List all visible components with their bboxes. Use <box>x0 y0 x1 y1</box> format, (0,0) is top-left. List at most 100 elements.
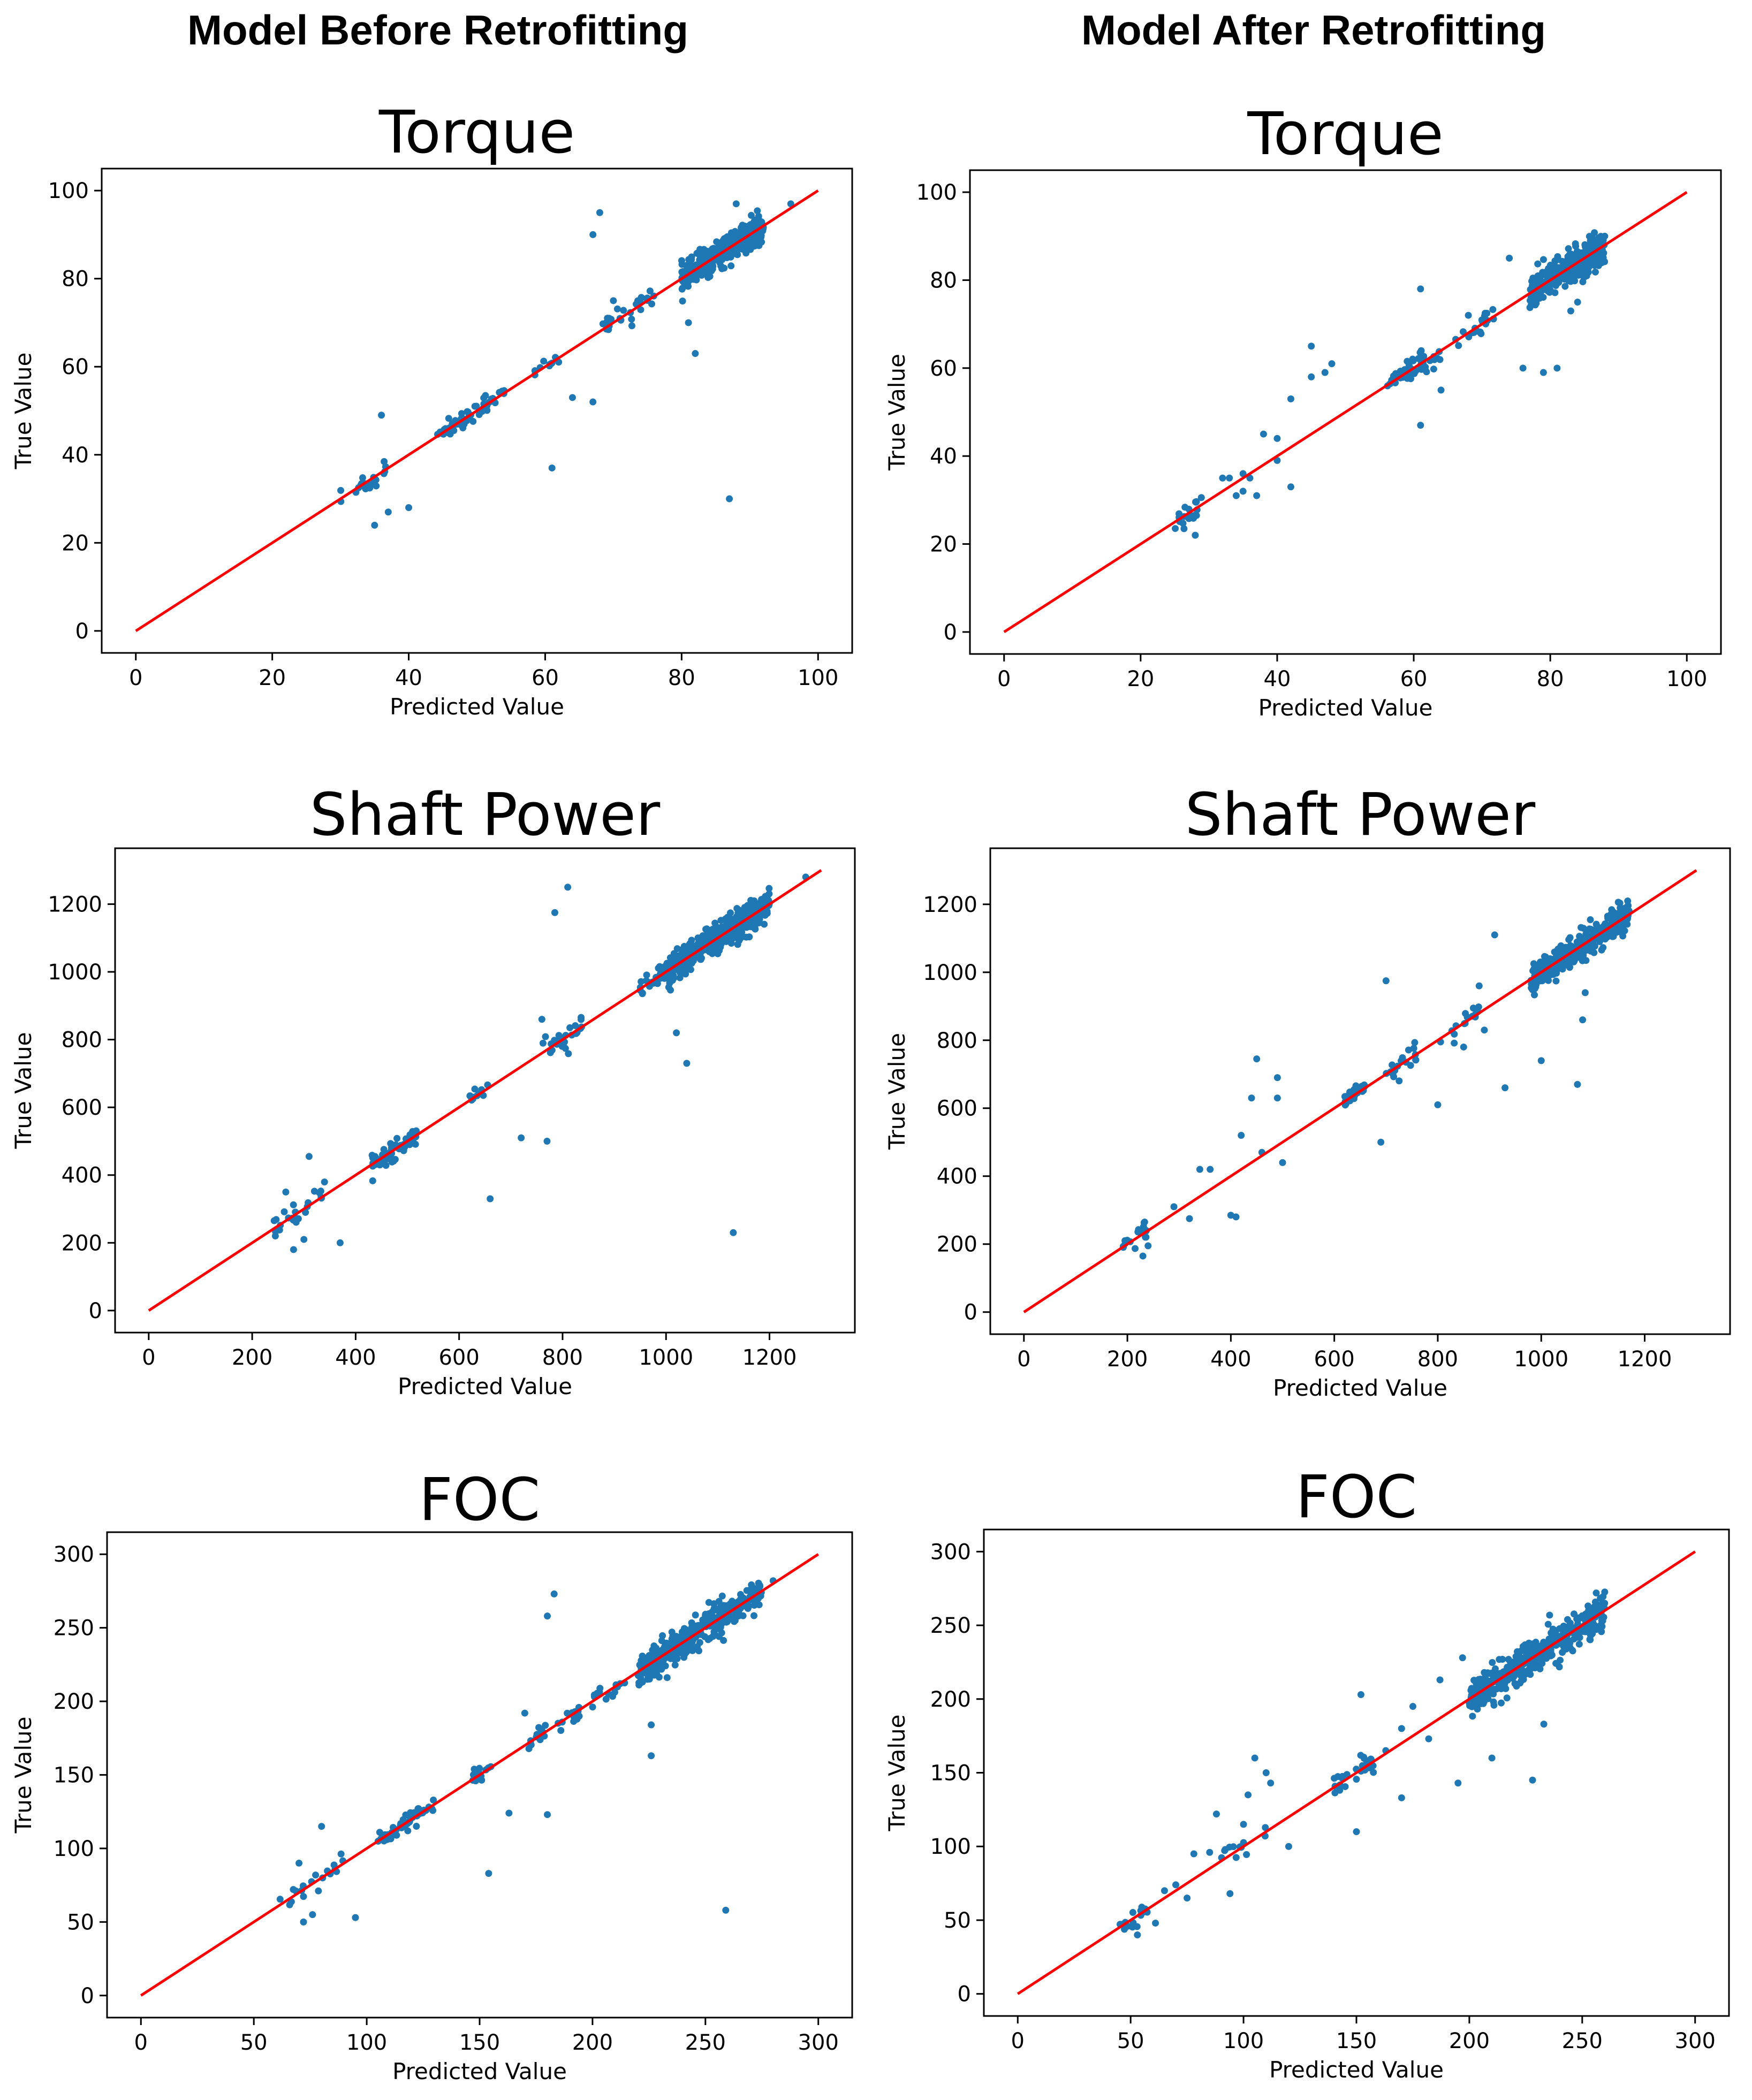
data-point <box>1409 355 1416 363</box>
data-point <box>720 264 728 272</box>
data-point <box>726 916 734 923</box>
data-point <box>1172 525 1179 532</box>
data-point <box>757 233 765 241</box>
data-point <box>480 394 488 402</box>
data-point <box>685 256 693 263</box>
data-point <box>715 239 723 247</box>
data-point <box>717 917 725 924</box>
data-point <box>1521 1644 1528 1652</box>
data-point <box>1561 283 1569 290</box>
y-tick-label: 0 <box>75 619 89 644</box>
x-tick-label: 0 <box>134 2030 148 2055</box>
data-point <box>646 1652 653 1659</box>
data-point <box>698 254 706 261</box>
data-point <box>708 246 716 253</box>
y-tick-label: 50 <box>67 1910 94 1935</box>
data-point <box>1502 1685 1510 1692</box>
y-tick-label: 0 <box>89 1299 102 1323</box>
data-point <box>1226 474 1233 482</box>
data-point <box>1475 982 1483 990</box>
data-point <box>1514 1658 1522 1666</box>
data-point <box>555 1032 563 1039</box>
data-point <box>1395 1077 1403 1085</box>
data-point <box>1451 1039 1458 1047</box>
data-point <box>1409 1703 1416 1710</box>
x-tick-label: 150 <box>1336 2029 1377 2053</box>
data-point <box>1579 278 1587 285</box>
data-point <box>678 257 685 264</box>
data-point <box>713 923 720 931</box>
data-point <box>1579 1016 1587 1024</box>
x-tick-label: 100 <box>346 2030 387 2055</box>
data-point <box>685 319 692 326</box>
x-tick-label: 100 <box>798 666 838 690</box>
data-point <box>1576 1634 1583 1641</box>
torque-before-chart: Torque 0 20 40 60 80 100 0 20 40 60 80 100 Predicted … <box>10 98 853 720</box>
data-point <box>1196 1166 1203 1173</box>
data-point <box>1468 1699 1476 1707</box>
data-point <box>1484 1688 1492 1696</box>
data-point <box>1357 1691 1364 1699</box>
data-point <box>272 1216 280 1223</box>
data-point <box>1554 946 1561 954</box>
data-point <box>1499 1656 1506 1663</box>
data-point <box>1531 991 1538 999</box>
data-point <box>1190 1850 1197 1858</box>
y-tick-label: 20 <box>62 531 89 556</box>
data-point <box>1501 1084 1509 1092</box>
data-point <box>685 283 692 290</box>
data-point <box>755 242 763 249</box>
y-tick-label: 0 <box>944 620 957 645</box>
x-tick-label: 1000 <box>639 1345 693 1370</box>
x-tick-label: 200 <box>1107 1347 1148 1372</box>
data-point <box>547 1049 554 1056</box>
data-point <box>521 1709 528 1717</box>
y-tick-label: 0 <box>964 1300 977 1325</box>
data-point <box>731 232 739 239</box>
data-point <box>1410 370 1418 377</box>
data-point <box>744 239 751 247</box>
data-point <box>276 1896 284 1903</box>
data-point <box>542 1033 549 1040</box>
data-point <box>1417 285 1424 293</box>
torque-after-chart: Torque 0 20 40 60 80 100 0 20 40 60 80 100 Predicted … <box>884 100 1722 721</box>
data-point <box>643 971 650 979</box>
data-point <box>754 901 761 909</box>
torque-after-reference-line <box>1003 191 1688 634</box>
data-point <box>1232 1854 1240 1861</box>
y-tick-label: 0 <box>81 1984 94 2008</box>
left-column-heading: Model Before Retrofitting <box>187 6 688 54</box>
data-point <box>610 297 617 305</box>
y-tick-label: 80 <box>62 267 89 292</box>
data-point <box>1553 256 1560 264</box>
data-point <box>471 1766 478 1773</box>
data-point <box>650 1642 658 1649</box>
data-point <box>1546 1611 1553 1619</box>
data-point <box>382 1162 390 1169</box>
data-point <box>1490 1672 1498 1680</box>
data-point <box>1206 1848 1213 1856</box>
data-point <box>1262 1769 1270 1776</box>
data-point <box>1608 906 1616 914</box>
data-point <box>1361 1755 1368 1762</box>
data-point <box>1572 240 1579 247</box>
x-tick-label: 100 <box>1223 2029 1264 2053</box>
foc-before-y-axis-label: True Value <box>10 1717 36 1834</box>
data-point <box>566 1024 574 1031</box>
data-point <box>700 246 708 253</box>
data-point <box>1580 935 1588 943</box>
data-point <box>371 521 378 529</box>
x-tick-label: 600 <box>1314 1347 1354 1372</box>
data-point <box>1308 373 1315 381</box>
foc-before-title: FOC <box>419 1465 541 1534</box>
x-tick-label: 0 <box>142 1345 155 1370</box>
data-point <box>736 912 744 919</box>
data-point <box>1506 254 1513 262</box>
data-point <box>628 315 635 323</box>
data-point <box>1336 1786 1344 1794</box>
data-point <box>1553 969 1560 977</box>
y-tick-label: 600 <box>937 1097 977 1121</box>
data-point <box>1144 1242 1152 1250</box>
data-point <box>1479 1693 1486 1700</box>
data-point <box>330 1861 338 1869</box>
